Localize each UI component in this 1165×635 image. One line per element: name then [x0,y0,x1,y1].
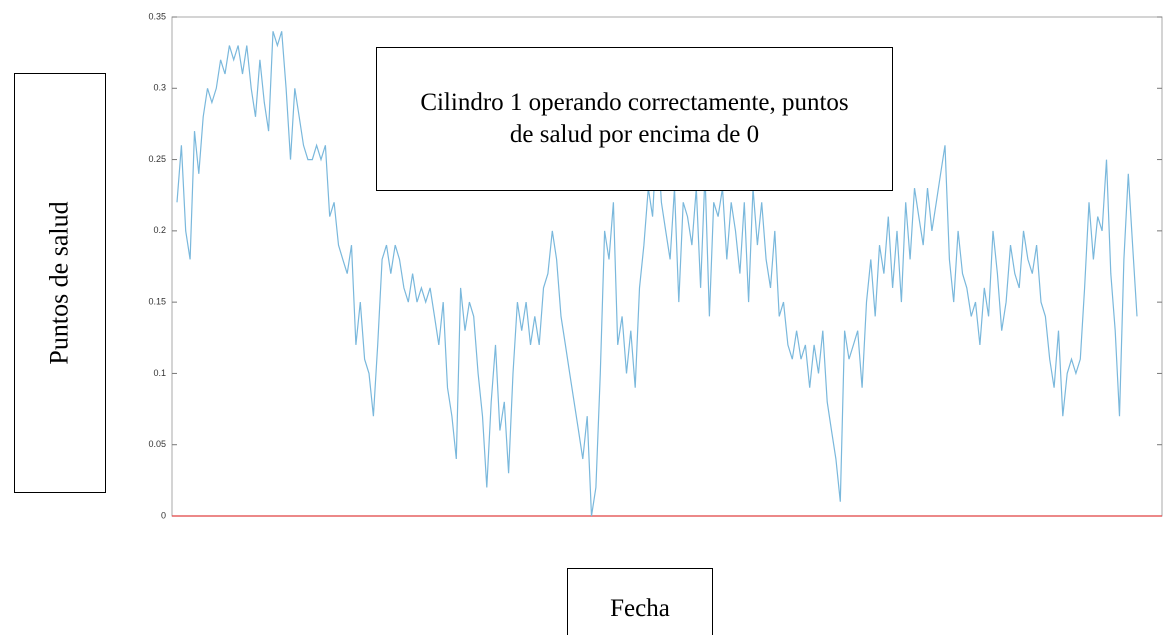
y-tick-label: 0.1 [153,368,166,378]
y-tick-label: 0.05 [148,439,166,449]
x-axis-label: Fecha [567,568,713,635]
y-axis-label-box: Puntos de salud [14,73,106,493]
y-tick-label: 0.2 [153,225,166,235]
y-tick-label: 0.25 [148,154,166,164]
y-tick-label: 0.35 [148,11,166,21]
y-tick-label: 0 [161,510,166,520]
y-axis-label: Puntos de salud [45,201,75,365]
annotation: Cilindro 1 operando correctamente, punto… [376,47,893,191]
y-tick-label: 0.3 [153,83,166,93]
y-tick-label: 0.15 [148,297,166,307]
